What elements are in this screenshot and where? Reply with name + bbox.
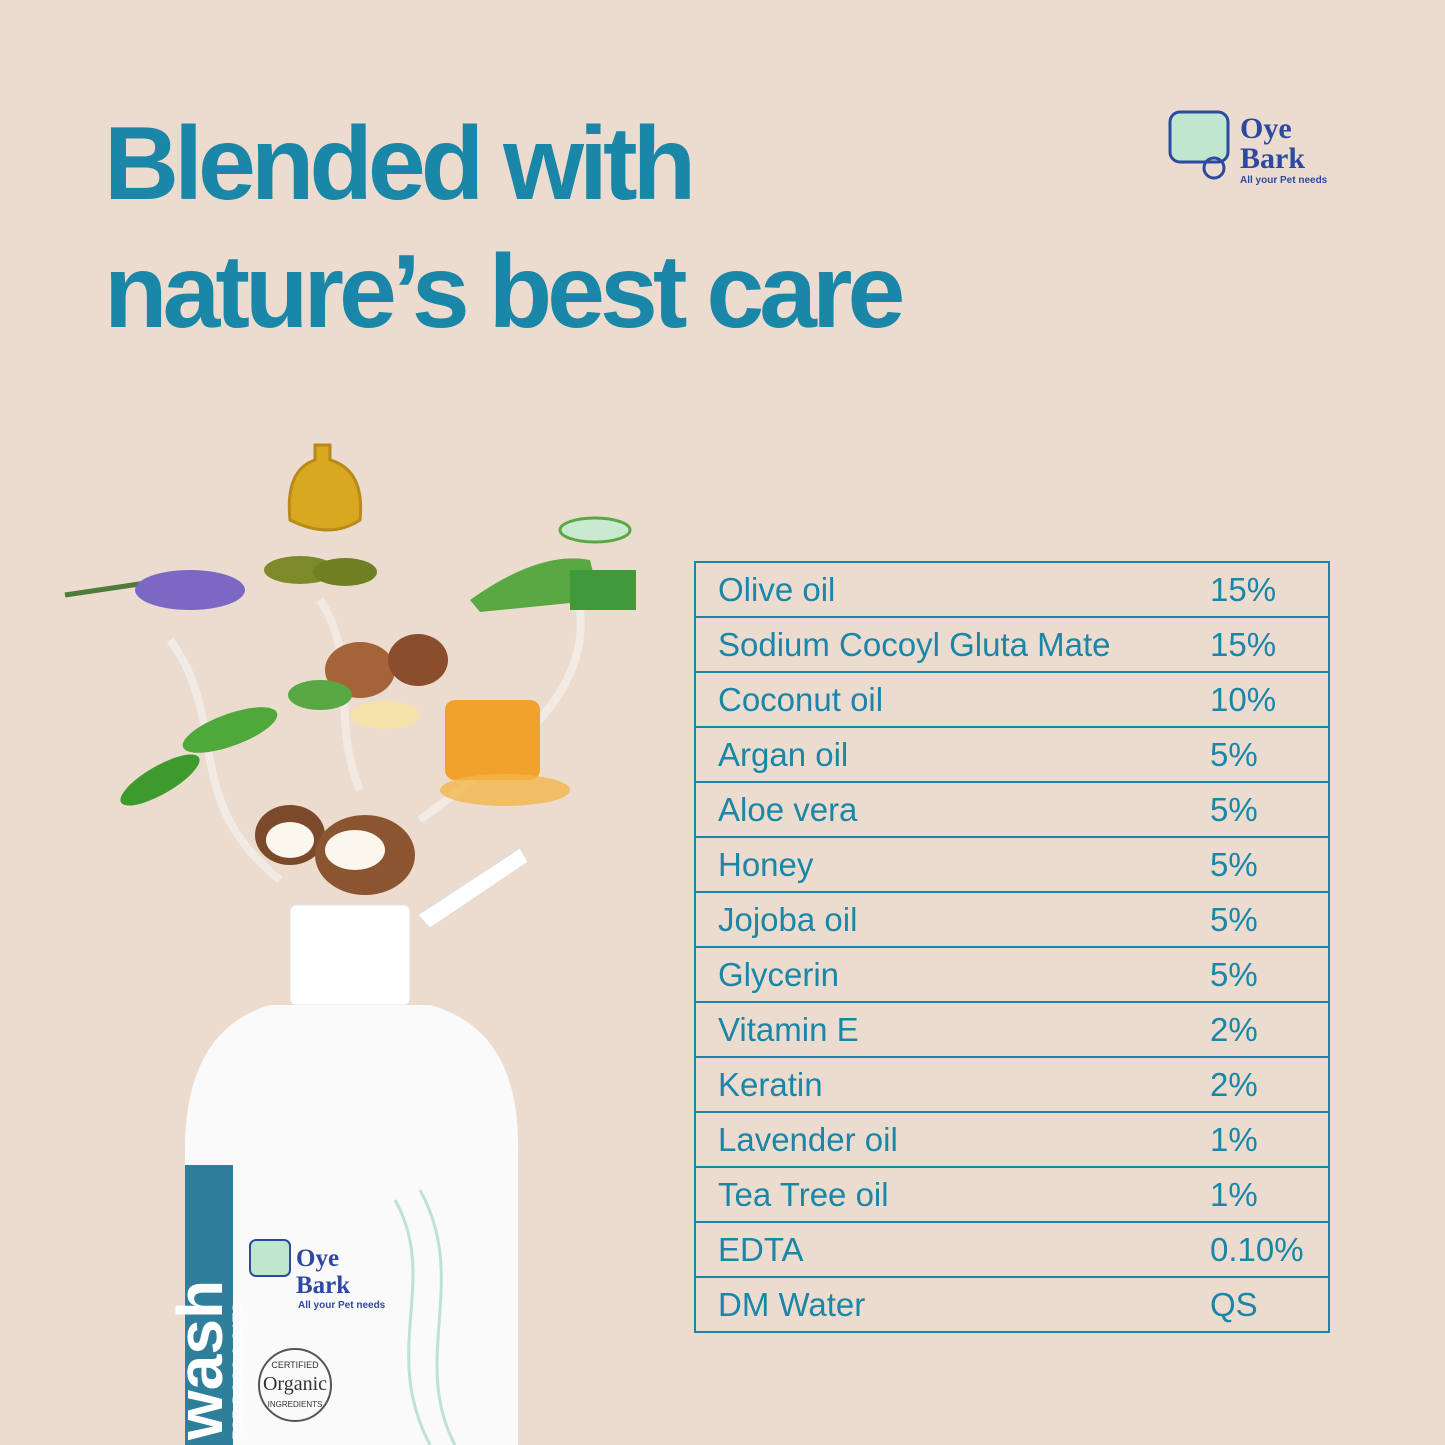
- logo-tagline: All your Pet needs: [1240, 175, 1328, 186]
- bottle: wash FOR DOGS & CATS Oye Bark All your P…: [164, 847, 529, 1445]
- ingredient-percent: 5%: [1210, 846, 1258, 883]
- ingredient-name: Olive oil: [718, 571, 836, 608]
- table-row: Tea Tree oil 1%: [696, 1168, 1328, 1223]
- ingredient-percent: 15%: [1210, 571, 1277, 608]
- ingredient-percent: 10%: [1210, 681, 1277, 718]
- ingredient-name: DM Water: [718, 1286, 866, 1323]
- ingredient-percent: 1%: [1210, 1176, 1258, 1213]
- ingredient-percent: 2%: [1210, 1011, 1258, 1048]
- table-row: EDTA 0.10%: [696, 1223, 1328, 1278]
- ingredient-percent: QS: [1210, 1286, 1258, 1323]
- table-row: Olive oil 15%: [696, 563, 1328, 618]
- ingredient-name: Glycerin: [718, 956, 840, 993]
- table-row: Keratin 2%: [696, 1058, 1328, 1113]
- ingredient-name: Honey: [718, 846, 814, 883]
- bottle-brand: Oye: [296, 1245, 339, 1272]
- ingredient-name: Keratin: [718, 1066, 823, 1103]
- ingredient-percent: 5%: [1210, 901, 1258, 938]
- ingredient-name: Aloe vera: [718, 791, 858, 828]
- ingredient-percent: 1%: [1210, 1121, 1258, 1158]
- table-row: Lavender oil 1%: [696, 1113, 1328, 1168]
- logo-name: Oye: [1240, 112, 1292, 145]
- logo-name: Bark: [1240, 142, 1305, 175]
- bottle-tagline: All your Pet needs: [298, 1300, 386, 1311]
- ingredient-name: Coconut oil: [718, 681, 884, 718]
- ingredients: [64, 443, 636, 895]
- ingredient-name: Argan oil: [718, 736, 849, 773]
- table-row: Glycerin 5%: [696, 948, 1328, 1003]
- bottle-brand: Bark: [296, 1272, 350, 1299]
- ingredient-percent: 2%: [1210, 1066, 1258, 1103]
- ingredient-name: Vitamin E: [718, 1011, 859, 1048]
- ingredient-name: Sodium Cocoyl Gluta Mate: [718, 626, 1111, 663]
- bottle-subtitle: FOR DOGS & CATS: [229, 1303, 246, 1440]
- ingredient-percent: 15%: [1210, 626, 1277, 663]
- ingredient-table: Olive oil 15% Sodium Cocoyl Gluta Mate 15% C…: [694, 561, 1330, 1333]
- badge-text: INGREDIENTS: [268, 1400, 323, 1409]
- ingredient-name: Tea Tree oil: [718, 1176, 889, 1213]
- ingredient-percent: 5%: [1210, 956, 1258, 993]
- table-row: DM Water QS: [696, 1278, 1328, 1333]
- ingredient-name: Lavender oil: [718, 1121, 898, 1158]
- table-row: Sodium Cocoyl Gluta Mate 15%: [696, 618, 1328, 673]
- table-row: Argan oil 5%: [696, 728, 1328, 783]
- table-row: Honey 5%: [696, 838, 1328, 893]
- title-line: Blended with: [104, 106, 696, 222]
- table-row: Coconut oil 10%: [696, 673, 1328, 728]
- logo: Oye Bark All your Pet needs: [1168, 110, 1328, 186]
- title-line: nature’s best care: [104, 234, 905, 350]
- table-row: Jojoba oil 5%: [696, 893, 1328, 948]
- title: Blended with nature’s best care: [104, 100, 905, 356]
- ingredient-percent: 5%: [1210, 736, 1258, 773]
- badge-text: Organic: [263, 1373, 327, 1395]
- ingredient-percent: 5%: [1210, 791, 1258, 828]
- bottle-product: wash: [164, 1280, 236, 1441]
- badge-text: CERTIFIED: [271, 1360, 319, 1370]
- table-row: Vitamin E 2%: [696, 1003, 1328, 1058]
- ingredient-name: EDTA: [718, 1231, 804, 1268]
- ingredient-name: Jojoba oil: [718, 901, 858, 938]
- ingredient-percent: 0.10%: [1210, 1231, 1304, 1268]
- table-row: Aloe vera 5%: [696, 783, 1328, 838]
